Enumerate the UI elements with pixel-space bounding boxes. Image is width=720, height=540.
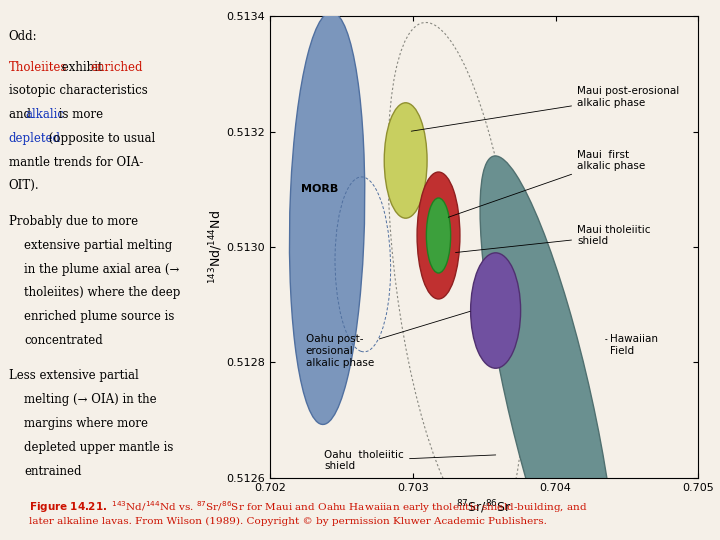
Ellipse shape bbox=[417, 172, 460, 299]
Text: enriched plume source is: enriched plume source is bbox=[24, 310, 175, 323]
Text: depleted upper mantle is: depleted upper mantle is bbox=[24, 441, 174, 454]
Text: isotopic characteristics: isotopic characteristics bbox=[9, 84, 148, 97]
Text: Less extensive partial: Less extensive partial bbox=[9, 369, 138, 382]
Text: alkalic: alkalic bbox=[25, 108, 64, 121]
Text: in the plume axial area (→: in the plume axial area (→ bbox=[24, 262, 180, 275]
Ellipse shape bbox=[426, 198, 451, 273]
Ellipse shape bbox=[289, 12, 365, 424]
Text: Maui post-erosional
alkalic phase: Maui post-erosional alkalic phase bbox=[411, 86, 679, 131]
Text: is more: is more bbox=[55, 108, 104, 121]
Text: exhibit: exhibit bbox=[58, 60, 106, 73]
Text: OIT).: OIT). bbox=[9, 179, 40, 192]
Text: Odd:: Odd: bbox=[9, 30, 37, 43]
Text: Maui tholeiitic
shield: Maui tholeiitic shield bbox=[456, 225, 651, 253]
Text: Probably due to more: Probably due to more bbox=[9, 215, 138, 228]
X-axis label: $^{87}$Sr/$^{86}$Sr: $^{87}$Sr/$^{86}$Sr bbox=[456, 498, 512, 516]
Y-axis label: $^{143}$Nd/$^{144}$Nd: $^{143}$Nd/$^{144}$Nd bbox=[207, 210, 225, 284]
Text: (opposite to usual: (opposite to usual bbox=[45, 132, 155, 145]
Text: enriched: enriched bbox=[90, 60, 143, 73]
Text: Oahu  tholeiitic
shield: Oahu tholeiitic shield bbox=[324, 450, 495, 471]
Text: Oahu post-
erosional
alkalic phase: Oahu post- erosional alkalic phase bbox=[306, 312, 470, 368]
Text: margins where more: margins where more bbox=[24, 417, 148, 430]
Text: extensive partial melting: extensive partial melting bbox=[24, 239, 173, 252]
Text: depleted: depleted bbox=[9, 132, 60, 145]
Ellipse shape bbox=[471, 253, 521, 368]
Text: concentrated: concentrated bbox=[24, 334, 103, 347]
Text: tholeiites) where the deep: tholeiites) where the deep bbox=[24, 286, 181, 299]
Text: and: and bbox=[9, 108, 35, 121]
Text: melting (→ OIA) in the: melting (→ OIA) in the bbox=[24, 393, 157, 406]
Ellipse shape bbox=[480, 156, 617, 540]
Text: Hawaiian
Field: Hawaiian Field bbox=[606, 334, 658, 356]
Ellipse shape bbox=[384, 103, 427, 218]
Text: $\bf{Figure\ 14.21.}$ $^{143}$Nd/$^{144}$Nd vs. $^{87}$Sr/$^{86}$Sr for Maui and: $\bf{Figure\ 14.21.}$ $^{143}$Nd/$^{144}… bbox=[29, 500, 588, 526]
Text: Maui  first
alkalic phase: Maui first alkalic phase bbox=[449, 150, 645, 217]
Text: MORB: MORB bbox=[302, 184, 338, 194]
Text: entrained: entrained bbox=[24, 464, 82, 477]
Text: mantle trends for OIA-: mantle trends for OIA- bbox=[9, 156, 143, 168]
Text: Tholeiites: Tholeiites bbox=[9, 60, 67, 73]
